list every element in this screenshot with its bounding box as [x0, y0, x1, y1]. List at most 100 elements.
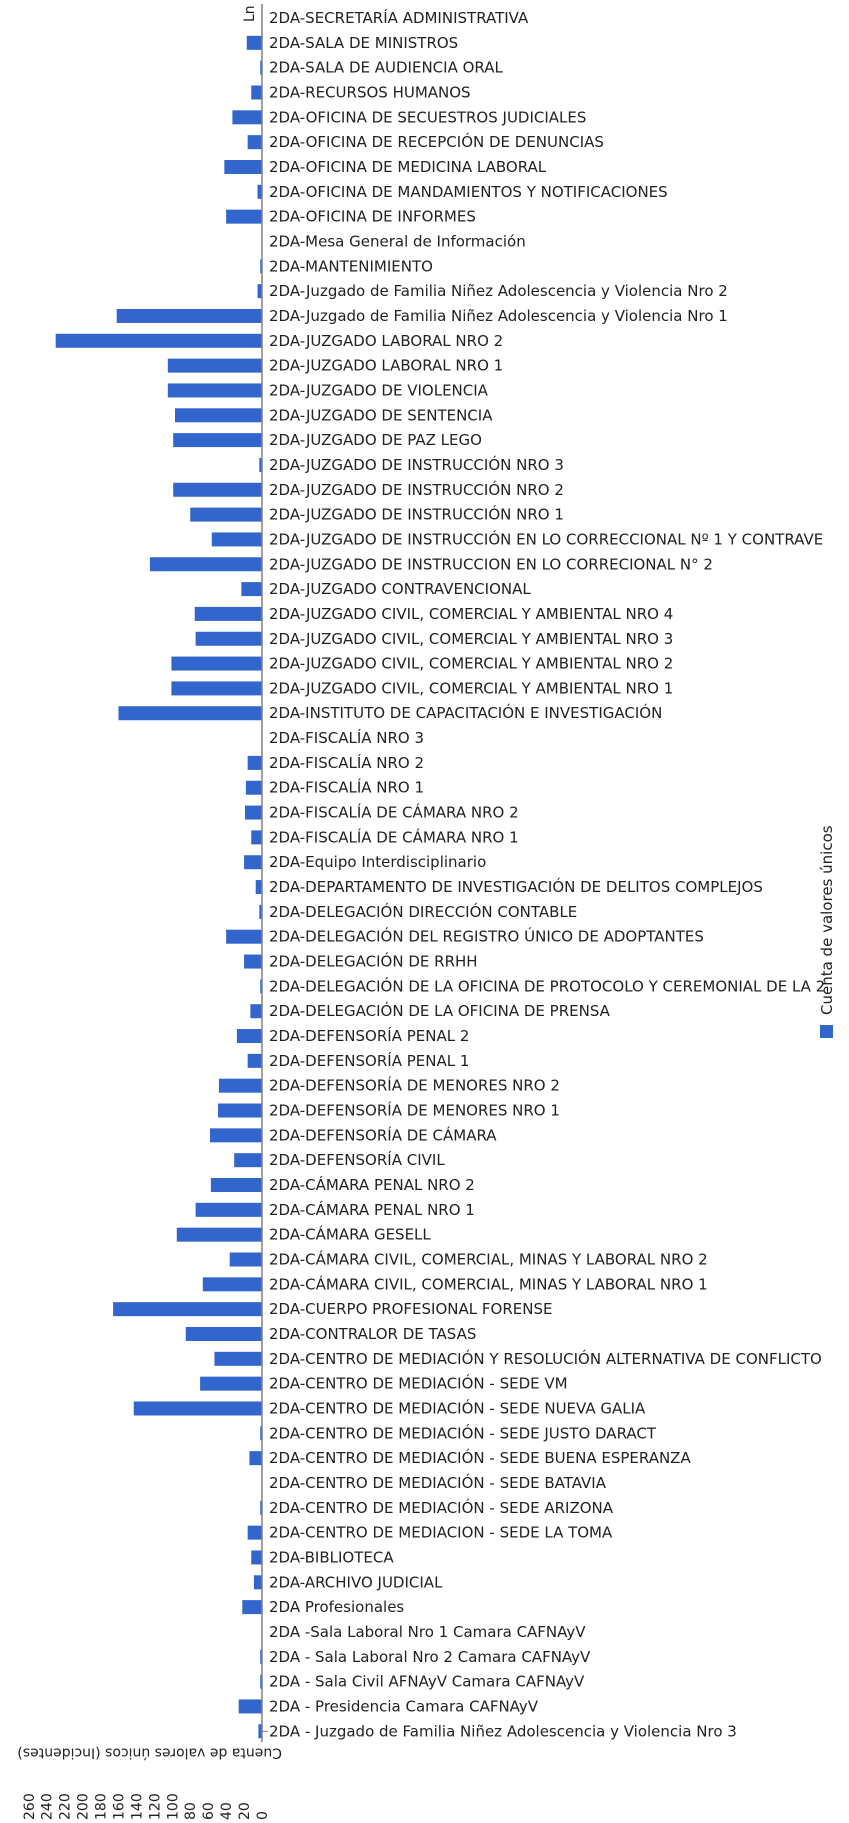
bar: [226, 209, 262, 224]
bar: [174, 408, 262, 423]
x-tick-label: 260: [22, 1793, 38, 1820]
x-tick-label: 200: [76, 1793, 92, 1820]
category-label: 2DA-JUZGADO DE INSTRUCCIÓN NRO 2: [269, 480, 564, 499]
bar: [257, 284, 262, 299]
bar: [257, 184, 262, 199]
bar: [214, 1351, 262, 1366]
clipped-header-text: Ln: [242, 5, 258, 22]
x-tick-label: 0: [255, 1811, 271, 1820]
bar: [55, 333, 262, 348]
category-label: 2DA-CENTRO DE MEDIACIÓN Y RESOLUCIÓN ALT…: [269, 1349, 822, 1368]
bar: [171, 656, 262, 671]
category-label: 2DA-OFICINA DE MEDICINA LABORAL: [269, 158, 547, 176]
category-label: 2DA-JUZGADO CONTRAVENCIONAL: [269, 580, 531, 598]
category-label: 2DA-Equipo Interdisciplinario: [269, 853, 486, 871]
category-label: 2DA - Sala Civil AFNAyV Camara CAFNAyV: [269, 1673, 585, 1691]
x-axis-title: Cuenta de valores únicos (Incidentes): [17, 1744, 282, 1760]
bar: [167, 383, 262, 398]
bar: [247, 135, 262, 150]
category-label: 2DA-CUERPO PROFESIONAL FORENSE: [269, 1300, 552, 1318]
bar: [210, 1178, 262, 1193]
category-label: 2DA-JUZGADO DE INSTRUCCIÓN EN LO CORRECC…: [269, 529, 823, 548]
bar: [253, 1575, 262, 1590]
bar: [246, 35, 262, 50]
x-tick-label: 100: [165, 1793, 181, 1820]
category-label: 2DA-CENTRO DE MEDIACIÓN - SEDE BUENA ESP…: [269, 1448, 691, 1467]
category-labels: 2DA-SECRETARÍA ADMINISTRATIVA 2DA-SALA DE…: [269, 8, 825, 1740]
category-label: 2DA-Mesa General de Información: [269, 232, 526, 250]
legend-swatch: [820, 1025, 833, 1038]
category-label: 2DA-DELEGACIÓN DE RRHH: [269, 952, 478, 971]
category-label: 2DA-DEFENSORÍA DE MENORES NRO 2: [269, 1076, 560, 1095]
category-label: 2DA-JUZGADO CIVIL, COMERCIAL Y AMBIENTAL…: [269, 655, 673, 673]
bar: [200, 1376, 262, 1391]
category-label: 2DA-CÁMARA PENAL NRO 2: [269, 1175, 475, 1194]
bar: [251, 1550, 262, 1565]
category-label: 2DA-ARCHIVO JUDICIAL: [269, 1573, 443, 1591]
bar: [167, 358, 262, 373]
category-label: 2DA-JUZGADO DE VIOLENCIA: [269, 381, 489, 399]
category-label: 2DA-MANTENIMIENTO: [269, 257, 433, 275]
category-label: 2DA-DELEGACIÓN DE LA OFICINA DE PRENSA: [269, 1001, 611, 1020]
category-label: 2DA-OFICINA DE INFORMES: [269, 208, 476, 226]
bar: [171, 681, 262, 696]
bar: [116, 308, 262, 323]
category-label: 2DA-DELEGACIÓN DEL REGISTRO ÚNICO DE ADO…: [269, 927, 704, 946]
category-label: 2DA Profesionales: [269, 1598, 404, 1616]
x-tick-label: 80: [183, 1802, 199, 1820]
x-tick-label: 220: [58, 1793, 74, 1820]
bar: [218, 1078, 262, 1093]
category-label: 2DA - Sala Laboral Nro 2 Camara CAFNAyV: [269, 1648, 591, 1666]
bar: [260, 979, 262, 994]
category-label: 2DA-DEFENSORÍA DE CÁMARA: [269, 1125, 497, 1144]
category-label: 2DA-CENTRO DE MEDIACIÓN - SEDE NUEVA GAL…: [269, 1398, 646, 1417]
category-label: 2DA-DEFENSORÍA PENAL 1: [269, 1051, 469, 1070]
bar: [260, 1649, 262, 1664]
category-label: 2DA-CÁMARA CIVIL, COMERCIAL, MINAS Y LAB…: [269, 1274, 708, 1293]
bar: [218, 1103, 262, 1118]
bar: [232, 110, 262, 125]
bar: [258, 1724, 262, 1739]
bar: [245, 780, 262, 795]
category-label: 2DA-FISCALÍA NRO 2: [269, 753, 424, 772]
bar: [149, 557, 263, 572]
category-label: 2DA-Juzgado de Familia Niñez Adolescenci…: [269, 282, 728, 300]
bar: [202, 1277, 262, 1292]
bar: [260, 1426, 262, 1441]
category-label: 2DA-FISCALÍA DE CÁMARA NRO 2: [269, 803, 519, 822]
x-tick-label: 60: [201, 1802, 217, 1820]
bar: [251, 85, 262, 100]
bar: [211, 532, 262, 547]
category-label: 2DA-DEFENSORÍA DE MENORES NRO 1: [269, 1101, 560, 1120]
bar: [209, 1128, 262, 1143]
category-label: 2DA-DEFENSORÍA CIVIL: [269, 1150, 445, 1169]
bar: [234, 1153, 262, 1168]
category-label: 2DA-JUZGADO DE SENTENCIA: [269, 406, 493, 424]
category-label: 2DA-JUZGADO DE INSTRUCCIÓN NRO 3: [269, 455, 564, 474]
category-label: 2DA-OFICINA DE SECUESTROS JUDICIALES: [269, 108, 586, 126]
bar: [241, 582, 262, 597]
category-label: 2DA-FISCALÍA NRO 1: [269, 778, 424, 797]
category-label: 2DA-DELEGACIÓN DE LA OFICINA DE PROTOCOL…: [269, 976, 825, 995]
bar: [260, 259, 262, 274]
category-label: 2DA-SECRETARÍA ADMINISTRATIVA: [269, 8, 529, 27]
x-tick-label: 120: [147, 1793, 163, 1820]
category-label: 2DA-CENTRO DE MEDIACIÓN - SEDE JUSTO DAR…: [269, 1423, 657, 1442]
bar: [236, 1029, 262, 1044]
bar: [229, 1252, 262, 1267]
x-tick-label: 40: [219, 1802, 235, 1820]
legend: Cuenta de valores únicos: [818, 825, 836, 1038]
category-label: 2DA-BIBLIOTECA: [269, 1548, 394, 1566]
bar: [244, 954, 262, 969]
category-label: 2DA -Sala Laboral Nro 1 Camara CAFNAyV: [269, 1623, 586, 1641]
bar: [173, 482, 262, 497]
bar: [133, 1401, 262, 1416]
category-label: 2DA-JUZGADO CIVIL, COMERCIAL Y AMBIENTAL…: [269, 605, 673, 623]
category-label: 2DA-RECURSOS HUMANOS: [269, 83, 471, 101]
bar: [194, 606, 262, 621]
category-label: 2DA - Presidencia Camara CAFNAyV: [269, 1697, 539, 1715]
bar: [226, 929, 262, 944]
bar: [195, 631, 262, 646]
bar: [259, 457, 262, 472]
